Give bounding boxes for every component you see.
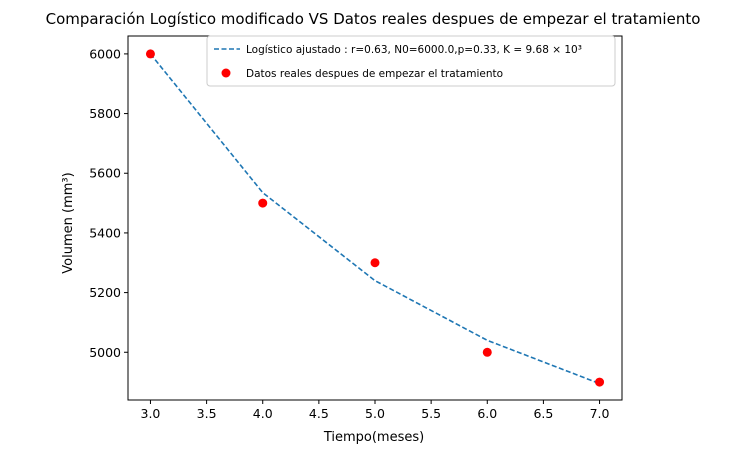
x-tick-label: 3.5 bbox=[197, 406, 217, 421]
chart-title: Comparación Logístico modificado VS Dato… bbox=[46, 10, 701, 28]
x-tick-label: 5.5 bbox=[421, 406, 441, 421]
x-tick-label: 5.0 bbox=[365, 406, 385, 421]
x-tick-label: 4.5 bbox=[309, 406, 329, 421]
data-point bbox=[370, 258, 380, 268]
y-axis-ticks: 5000 5200 5400 5600 5800 6000 bbox=[89, 46, 128, 360]
legend-label-fit: Logístico ajustado : r=0.63, N0=6000.0,p… bbox=[246, 44, 582, 56]
legend-label-data: Datos reales despues de empezar el trata… bbox=[246, 68, 503, 80]
data-point bbox=[145, 49, 155, 59]
x-tick-label: 3.0 bbox=[141, 406, 161, 421]
y-tick-label: 6000 bbox=[89, 46, 121, 61]
x-tick-label: 7.0 bbox=[590, 406, 610, 421]
y-tick-label: 5200 bbox=[89, 285, 121, 300]
y-tick-label: 5800 bbox=[89, 106, 121, 121]
y-tick-label: 5400 bbox=[89, 225, 121, 240]
plot-frame bbox=[127, 35, 623, 401]
y-tick-label: 5000 bbox=[89, 345, 121, 360]
data-point bbox=[482, 347, 492, 357]
x-axis-label: Tiempo(meses) bbox=[323, 430, 424, 445]
x-tick-label: 4.0 bbox=[253, 406, 273, 421]
x-tick-label: 6.0 bbox=[477, 406, 497, 421]
data-point bbox=[595, 377, 605, 387]
x-tick-label: 6.5 bbox=[533, 406, 553, 421]
legend-frame bbox=[206, 35, 616, 87]
y-axis-label: Volumen (mm³) bbox=[61, 172, 76, 273]
data-point bbox=[258, 198, 268, 208]
x-axis-ticks: 3.0 3.5 4.0 4.5 5.0 5.5 6.0 6.5 7.0 bbox=[141, 400, 610, 421]
legend-point-marker bbox=[221, 68, 231, 78]
legend: Logístico ajustado : r=0.63, N0=6000.0,p… bbox=[206, 35, 616, 87]
fitted-curve-line bbox=[149, 53, 600, 385]
y-tick-label: 5600 bbox=[89, 166, 121, 181]
plot-layer bbox=[145, 49, 605, 387]
